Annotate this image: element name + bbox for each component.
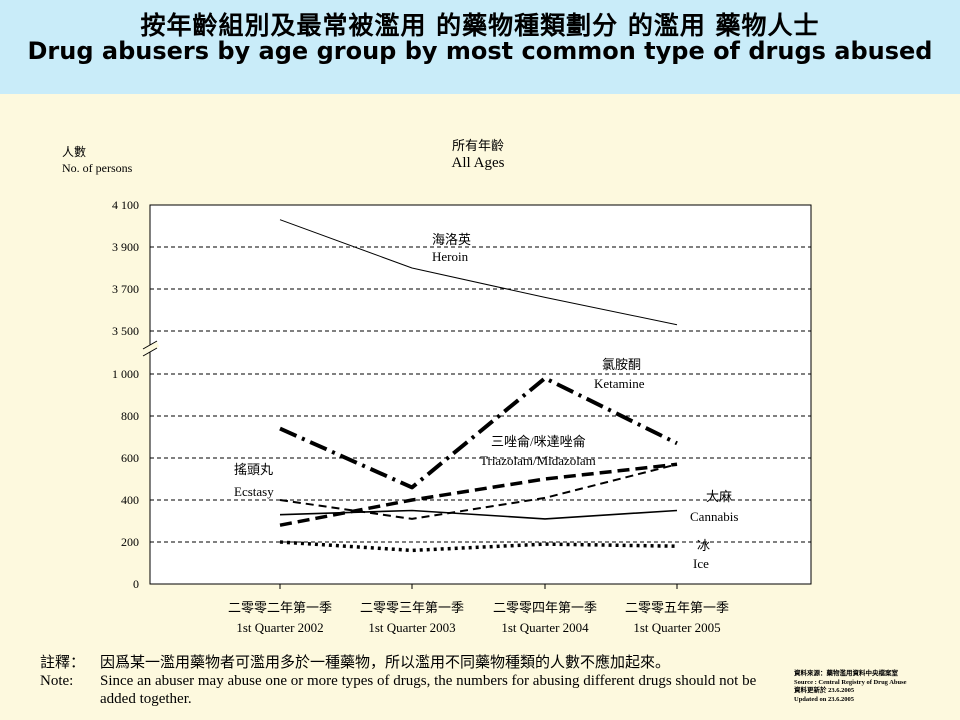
y-tick-label: 800 [121,409,139,423]
source-en: Source : Central Registry of Drug Abuse [794,678,907,686]
label-cannabis-en: Cannabis [690,509,738,524]
y-axis-label-zh: 人數 [62,145,86,159]
label-heroin-en: Heroin [432,249,469,264]
source-block: 資料來源：藥物濫用資料中央檔案室 Source : Central Regist… [794,670,954,704]
source-zh: 資料來源：藥物濫用資料中央檔案室 [794,670,898,677]
grid-lines [150,246,811,543]
note-text-zh: 因爲某一濫用藥物者可濫用多於一種藥物，所以濫用不同藥物種類的人數不應加起來。 [100,655,671,671]
page-title-chinese: 按年齡組別及最常被濫用 的藥物種類劃分 的濫用 藥物人士 [140,11,820,40]
updated-zh: 資料更新於 23.6.2005 [794,687,855,694]
axis-break-marker [141,340,160,357]
y-axis-label-en: No. of persons [62,161,133,175]
series-line-triazolam [279,462,678,527]
label-ice-zh: 冰 [697,538,710,553]
label-ecstasy-en: Ecstasy [234,484,274,499]
y-tick-label: 3 500 [112,324,139,338]
x-tick-label-zh: 二零零五年第一季 [625,600,729,615]
label-triazolam-en: Triazolam/Midazolam [480,453,596,468]
label-ecstasy-zh: 搖頭丸 [234,462,273,477]
series-labels: 海洛英 Heroin 氯胺酮 Ketamine 三唑侖/咪達唑侖 Triazol… [234,232,738,571]
note-label-en: Note: [40,673,74,689]
note-text-en: Since an abuser may abuse one or more ty… [100,673,757,707]
series-line-ketamine [279,376,678,490]
series-line-ecstasy [279,463,678,520]
series-line-heroin [279,219,678,326]
label-ice-en: Ice [693,556,709,571]
page-title-english: Drug abusers by age group by most common… [27,37,933,65]
series-lines [279,219,678,553]
x-category-labels: 二零零二年第一季 1st Quarter 2002 二零零三年第一季 1st Quar… [228,584,729,635]
x-tick-label-zh: 二零零三年第一季 [360,600,464,615]
y-tick-label: 600 [121,451,139,465]
chart-title-en: All Ages [452,155,505,171]
x-tick-label-en: 1st Quarter 2003 [368,620,455,635]
chart-title-zh: 所有年齡 [452,138,504,153]
y-tick-label: 0 [133,577,139,591]
notes-section: 註釋： 因爲某一濫用藥物者可濫用多於一種藥物，所以濫用不同藥物種類的人數不應加起… [40,654,760,708]
label-heroin-zh: 海洛英 [432,232,471,247]
plot-area [149,204,812,585]
y-tick-label: 200 [121,535,139,549]
x-tick-label-zh: 二零零二年第一季 [228,600,332,615]
y-tick-label: 1 000 [112,367,139,381]
x-tick-label-en: 1st Quarter 2005 [633,620,720,635]
label-triazolam-zh: 三唑侖/咪達唑侖 [491,434,586,449]
title-banner: 按年齡組別及最常被濫用 的藥物種類劃分 的濫用 藥物人士 Drug abuser… [0,0,960,94]
note-row-en: Note: Since an abuser may abuse one or m… [40,672,760,708]
y-tick-label: 400 [121,493,139,507]
label-cannabis-zh: 大麻 [706,489,732,504]
note-label-zh: 註釋： [40,655,86,671]
y-tick-label: 3 900 [112,240,139,254]
x-tick-label-zh: 二零零四年第一季 [493,600,597,615]
updated-en: Updated on 23.6.2005 [794,695,854,703]
label-ketamine-en: Ketamine [594,376,645,391]
series-line-ice [279,540,678,553]
series-line-cannabis [279,509,678,520]
label-ketamine-zh: 氯胺酮 [602,357,641,372]
y-tick-label: 4 100 [112,198,139,212]
x-tick-label-en: 1st Quarter 2002 [236,620,323,635]
chart-headings: 所有年齡 All Ages 人數 No. of persons [62,138,505,175]
y-tick-label: 3 700 [112,282,139,296]
x-tick-label-en: 1st Quarter 2004 [501,620,589,635]
note-row-zh: 註釋： 因爲某一濫用藥物者可濫用多於一種藥物，所以濫用不同藥物種類的人數不應加起… [40,654,760,672]
